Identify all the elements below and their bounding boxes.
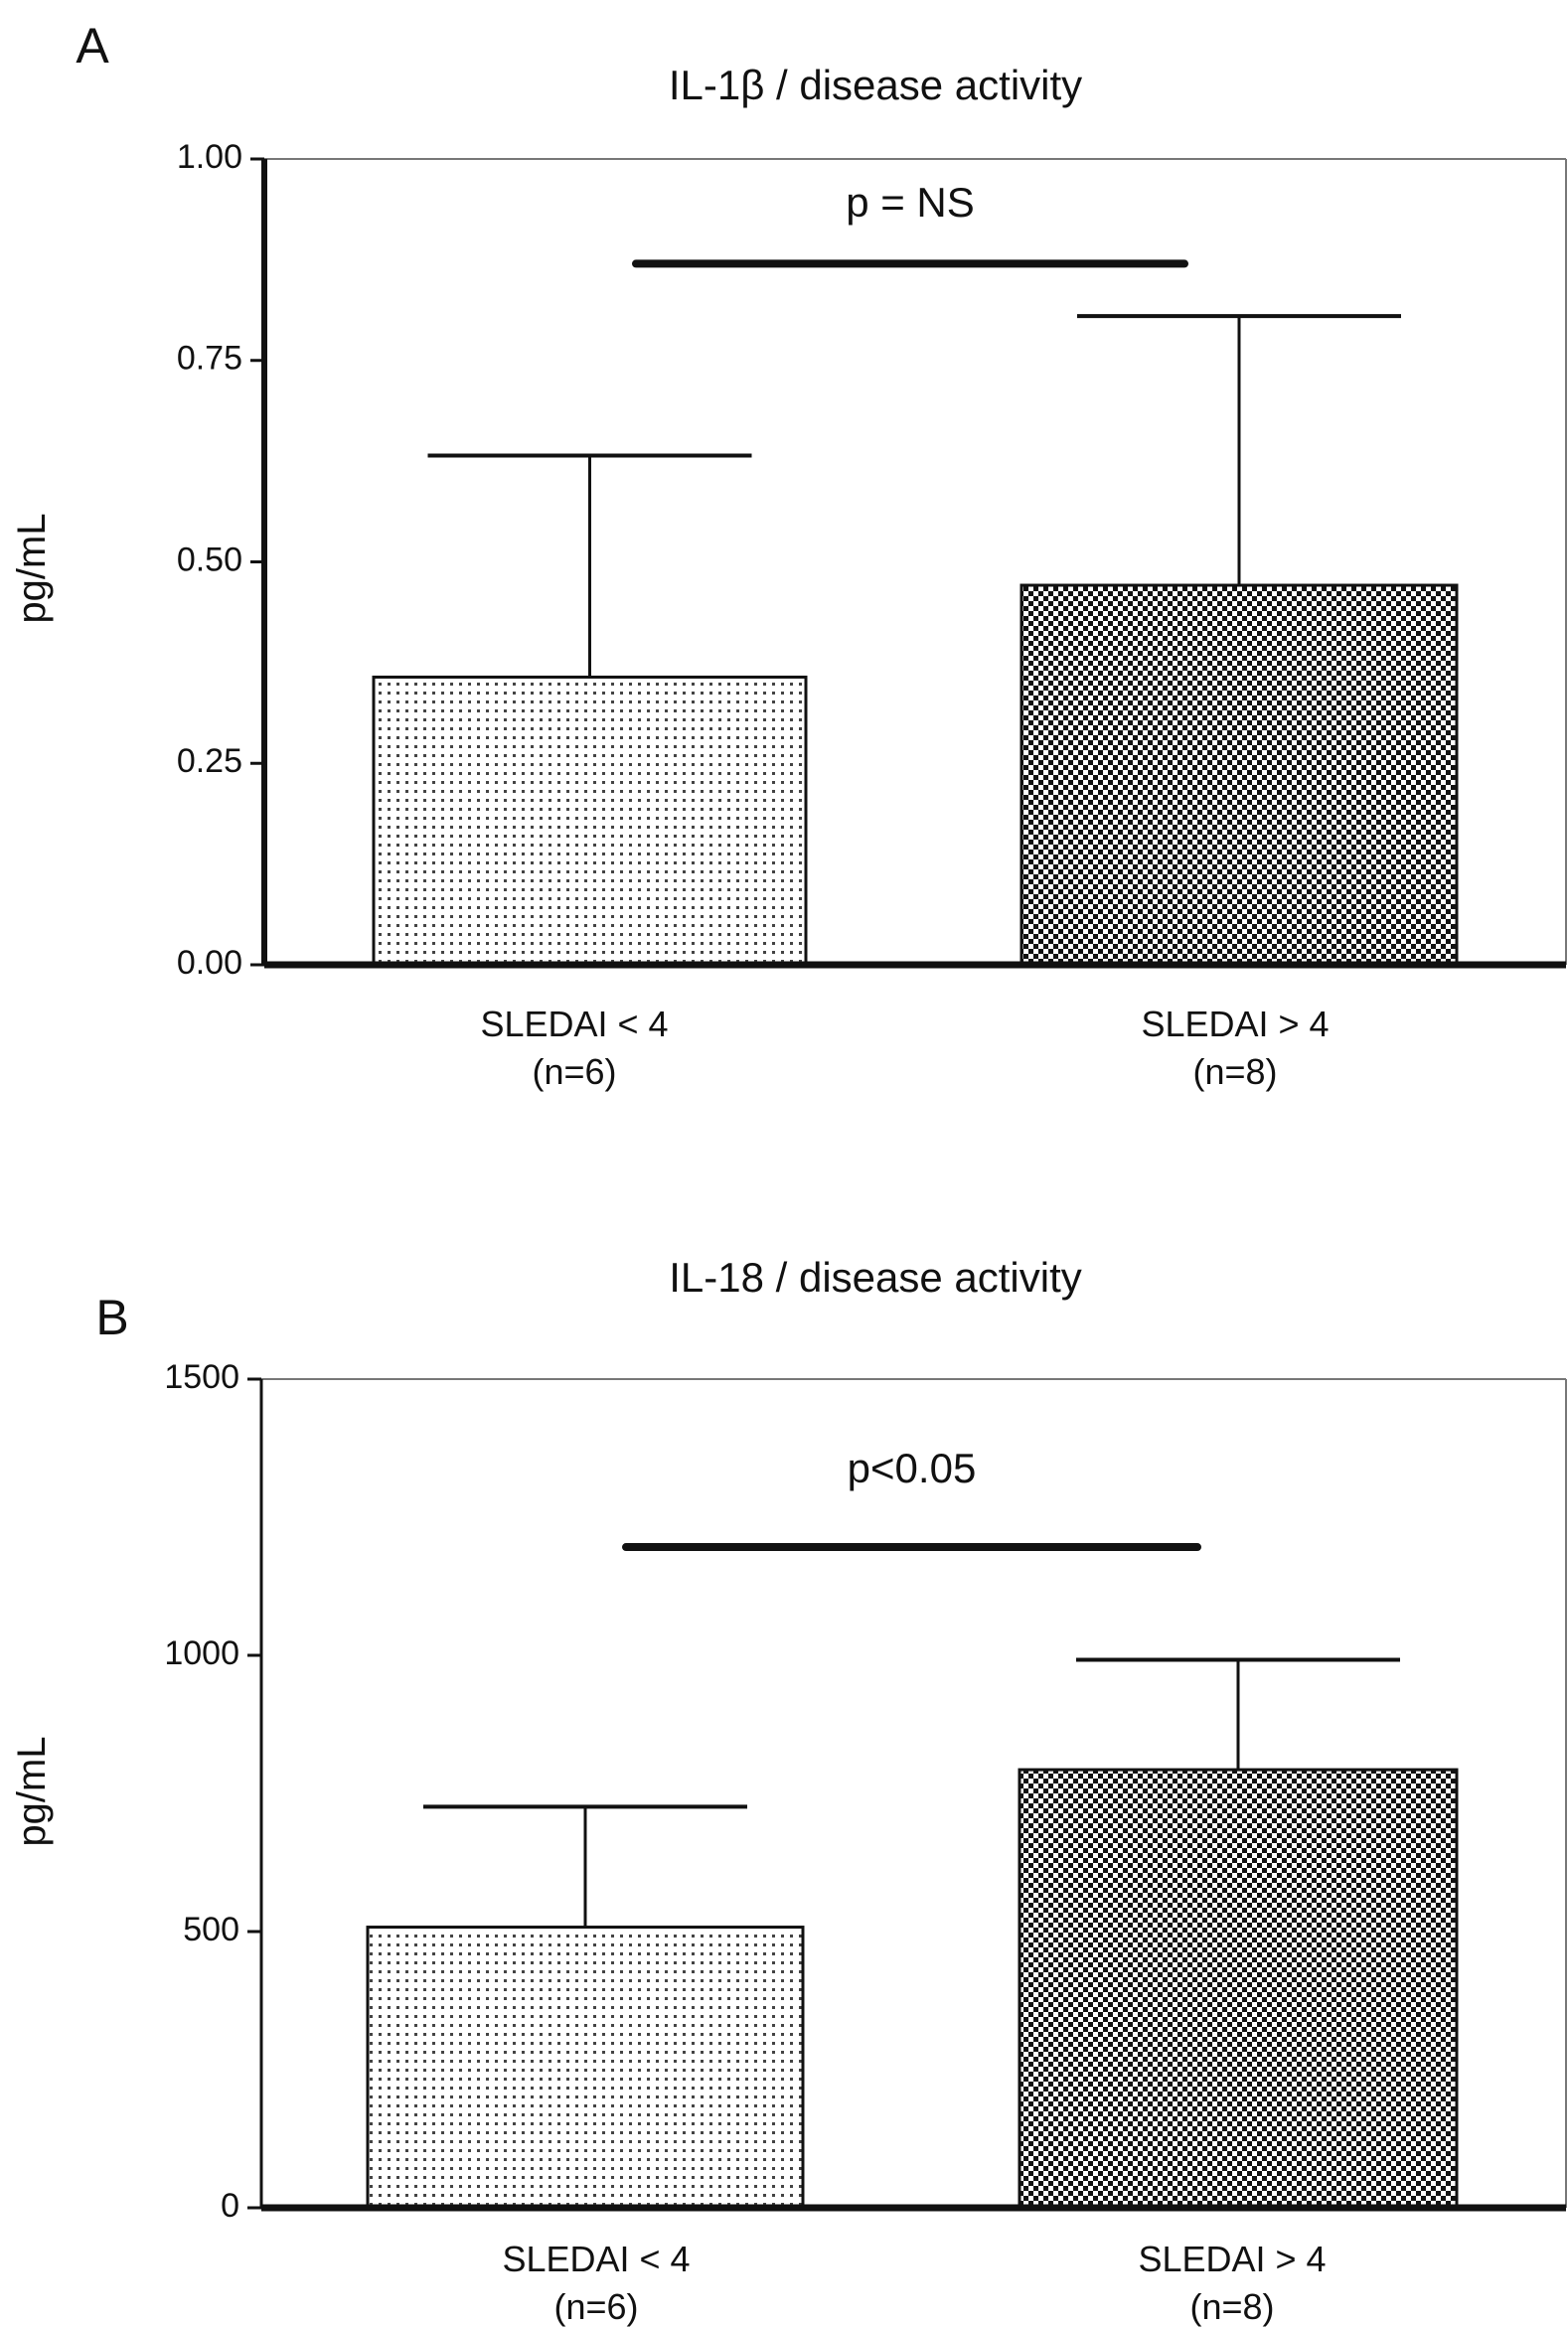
x-category-label: SLEDAI < 4: [480, 1004, 668, 1044]
chart-panel-b: B IL-18 / disease activity pg/mL 0 500 1000 15…: [10, 1254, 1567, 2327]
bar-2: [1018, 1768, 1459, 2210]
bar-2: [1019, 583, 1459, 967]
panel-label: B: [95, 1290, 128, 1345]
x-category-label: SLEDAI > 4: [1141, 1004, 1329, 1044]
y-tick-label: 500: [183, 1911, 239, 1948]
chart-title: IL-18 / disease activity: [669, 1254, 1082, 1301]
x-category-n: (n=8): [1189, 2286, 1274, 2327]
x-category-label: SLEDAI > 4: [1138, 2239, 1326, 2279]
y-tick-label: 0: [221, 2187, 239, 2225]
y-tick-label: 1000: [164, 1634, 239, 1672]
significance-label: p = NS: [846, 179, 975, 226]
y-tick-label: 0.00: [177, 944, 242, 982]
x-category-label: SLEDAI < 4: [502, 2239, 690, 2279]
x-category-n: (n=8): [1192, 1051, 1277, 1092]
x-category-n: (n=6): [553, 2286, 638, 2327]
y-axis-label: pg/mL: [10, 513, 54, 623]
y-tick-label: 0.25: [177, 742, 242, 780]
significance-label: p<0.05: [848, 1445, 977, 1491]
bar-1: [366, 1926, 805, 2210]
chart-panel-a: A IL-1β / disease activity pg/mL 0.00 0.25 0.…: [10, 18, 1567, 1092]
y-tick-label: 0.75: [177, 340, 242, 378]
chart-title: IL-1β / disease activity: [669, 62, 1082, 108]
y-tick-label: 0.50: [177, 541, 242, 578]
bar-1: [372, 675, 808, 967]
panel-label: A: [76, 18, 109, 74]
y-tick-label: 1.00: [177, 138, 242, 176]
x-category-n: (n=6): [532, 1051, 616, 1092]
y-tick-label: 1500: [164, 1358, 239, 1396]
y-axis-label: pg/mL: [10, 1736, 54, 1846]
